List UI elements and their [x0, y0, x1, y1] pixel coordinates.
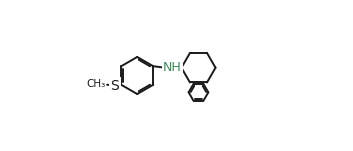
Text: S: S	[110, 79, 119, 93]
Text: S: S	[110, 79, 119, 93]
Text: CH₃: CH₃	[86, 79, 105, 89]
Text: NH: NH	[163, 61, 181, 74]
Text: NH: NH	[163, 61, 181, 74]
